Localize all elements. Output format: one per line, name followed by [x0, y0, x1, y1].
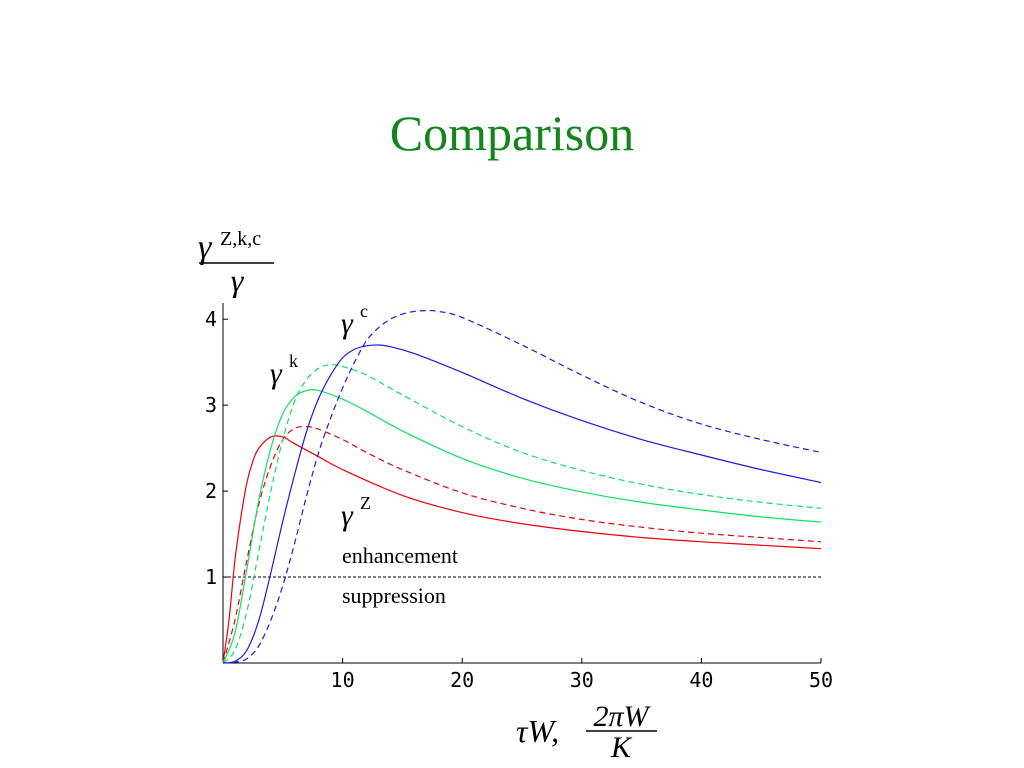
annotation-gamma-c: γ c: [341, 301, 368, 340]
enhancement-label: enhancement: [342, 543, 458, 568]
gamma-k-superscript: k: [289, 351, 298, 371]
x-tick-label: 10: [331, 668, 355, 692]
slide-title: Comparison: [389, 105, 635, 161]
suppression-label: suppression: [342, 583, 446, 608]
x-tick-label: 20: [450, 668, 474, 692]
series-line-1: [222, 425, 822, 664]
gamma-k-base: γ: [270, 357, 283, 390]
y-tick-label: 2: [205, 479, 217, 503]
y-tick-label: 4: [205, 307, 217, 331]
y-tick-label: 3: [205, 393, 217, 417]
x-axis-label: τW, 2πW K: [516, 700, 657, 764]
annotation-gamma-k: γ k: [270, 351, 298, 390]
annotation-gamma-z: γ Z: [341, 493, 371, 532]
y-axis-denominator: γ: [231, 262, 245, 298]
y-axis-superscript: Z,k,c: [220, 228, 261, 250]
x-axis-numerator: 2πW: [593, 700, 651, 733]
series-line-2: [222, 389, 822, 664]
x-axis-prefix: τW,: [516, 713, 559, 749]
series-line-0: [222, 435, 822, 664]
gamma-z-base: γ: [341, 499, 354, 532]
gamma-z-superscript: Z: [360, 493, 371, 513]
y-axis-label: γ Z,k,c γ: [198, 228, 274, 298]
gamma-c-superscript: c: [360, 301, 368, 321]
x-tick-label: 40: [689, 668, 713, 692]
y-tick-label: 1: [205, 565, 217, 589]
y-axis-gamma: γ: [198, 229, 213, 266]
gamma-c-base: γ: [341, 307, 354, 340]
series-line-4: [222, 344, 822, 664]
x-axis-denominator: K: [610, 731, 633, 764]
x-tick-label: 50: [809, 668, 833, 692]
x-tick-label: 30: [570, 668, 594, 692]
series-line-5: [222, 309, 822, 664]
